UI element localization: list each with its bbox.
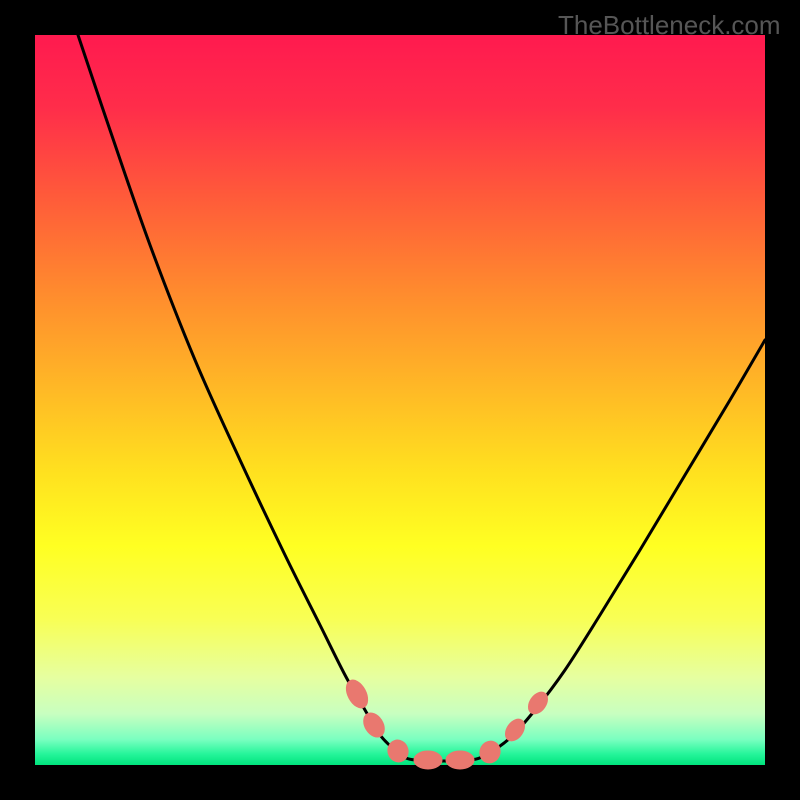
curve-marker — [414, 751, 442, 769]
chart-stage: TheBottleneck.com — [0, 0, 800, 800]
curve-marker — [385, 737, 411, 764]
curve-marker — [477, 738, 503, 766]
curve-marker — [446, 751, 474, 769]
curve-marker — [342, 677, 372, 712]
watermark-text: TheBottleneck.com — [558, 10, 781, 41]
plot-area — [35, 35, 765, 765]
bottleneck-curve — [35, 35, 765, 765]
curve-path — [78, 35, 765, 761]
curve-markers — [342, 677, 551, 769]
curve-marker — [359, 709, 388, 741]
